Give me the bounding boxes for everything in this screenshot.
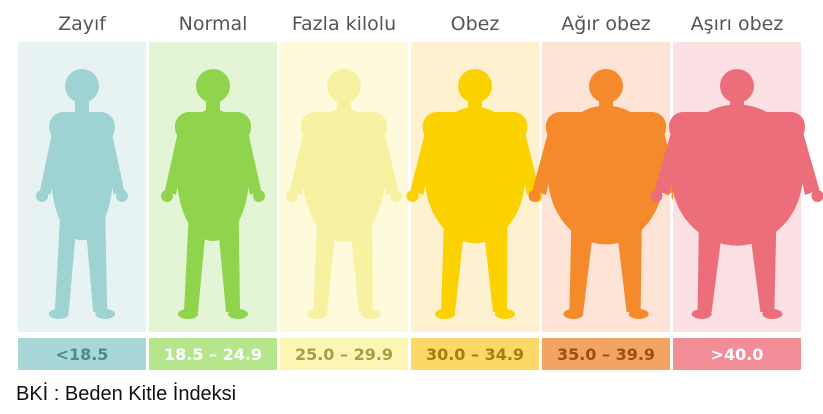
range-label: <18.5: [56, 345, 109, 364]
foot: [178, 309, 198, 319]
panel: Zayıf <18.5: [18, 13, 146, 370]
foot: [435, 309, 456, 319]
range-label: >40.0: [711, 345, 764, 364]
panel-title: Obez: [451, 13, 500, 35]
panel-title: Normal: [179, 13, 248, 35]
foot: [48, 309, 69, 319]
arm: [375, 118, 398, 195]
hand: [36, 190, 48, 202]
panel: Obez 30.0 – 34.9: [406, 13, 544, 370]
leg: [54, 200, 79, 312]
range-bar: [18, 338, 146, 370]
leg: [184, 200, 209, 312]
panel-title: Aşırı obez: [691, 13, 784, 35]
leg: [697, 200, 727, 312]
footer: BKİ : Beden Kitle İndeksi: [16, 382, 236, 405]
hand: [650, 190, 663, 202]
arm: [515, 118, 540, 195]
silhouette: [406, 69, 544, 319]
foot: [360, 309, 381, 319]
head: [720, 69, 754, 103]
arm: [410, 118, 435, 195]
silhouette: [36, 69, 128, 319]
leg: [83, 200, 108, 312]
leg: [480, 200, 508, 312]
foot: [563, 309, 584, 319]
range-bar: [411, 338, 539, 370]
head: [458, 69, 492, 103]
foot: [494, 309, 515, 319]
hand: [286, 190, 298, 202]
range-label: 18.5 – 24.9: [164, 345, 262, 364]
arm: [239, 118, 261, 195]
hand: [811, 190, 823, 202]
arm: [654, 118, 682, 195]
arm: [102, 118, 124, 195]
head: [589, 69, 623, 103]
panel-title: Zayıf: [58, 13, 107, 35]
panel: Ağır obez 35.0 – 39.9: [528, 13, 684, 370]
leg: [441, 200, 468, 312]
range-bar: [280, 338, 408, 370]
hand: [406, 190, 419, 202]
hand: [116, 190, 128, 202]
leg: [613, 200, 643, 312]
foot: [691, 309, 712, 319]
leg: [347, 200, 373, 312]
hand: [528, 190, 541, 202]
hand: [390, 190, 402, 202]
head: [327, 69, 361, 103]
foot: [228, 309, 248, 319]
foot: [628, 309, 649, 319]
arm: [40, 118, 62, 195]
leg: [215, 200, 240, 312]
arm: [532, 118, 558, 195]
panel-title: Fazla kilolu: [292, 13, 396, 35]
shoulders: [545, 112, 667, 142]
range-bar: [149, 338, 277, 370]
silhouette: [286, 69, 402, 319]
shoulders: [175, 112, 251, 142]
leg: [313, 200, 339, 312]
panel: Fazla kilolu 25.0 – 29.9: [280, 13, 408, 370]
head: [65, 69, 99, 103]
arm: [792, 118, 820, 195]
arm: [165, 118, 187, 195]
hand: [161, 190, 173, 202]
silhouette: [528, 69, 684, 319]
silhouette: [650, 69, 823, 319]
range-bar: [542, 338, 670, 370]
leg: [745, 200, 777, 312]
range-label: 35.0 – 39.9: [557, 345, 655, 364]
shoulders: [669, 112, 805, 142]
foot: [95, 309, 116, 319]
head: [196, 69, 230, 103]
silhouette: [161, 69, 265, 319]
hand: [253, 190, 265, 202]
foot: [307, 309, 328, 319]
foot: [762, 309, 783, 319]
panel: Normal 18.5 – 24.9: [149, 13, 277, 370]
arm: [290, 118, 313, 195]
leg: [569, 200, 597, 312]
panel-title: Ağır obez: [561, 13, 651, 35]
range-label: 25.0 – 29.9: [295, 345, 393, 364]
shoulders: [300, 112, 388, 142]
neck: [75, 98, 89, 114]
range-label: 30.0 – 34.9: [426, 345, 524, 364]
shoulders: [49, 112, 115, 142]
panel: Aşırı obez >40.0: [650, 13, 823, 370]
range-bar: [673, 338, 801, 370]
shoulders: [422, 112, 528, 142]
